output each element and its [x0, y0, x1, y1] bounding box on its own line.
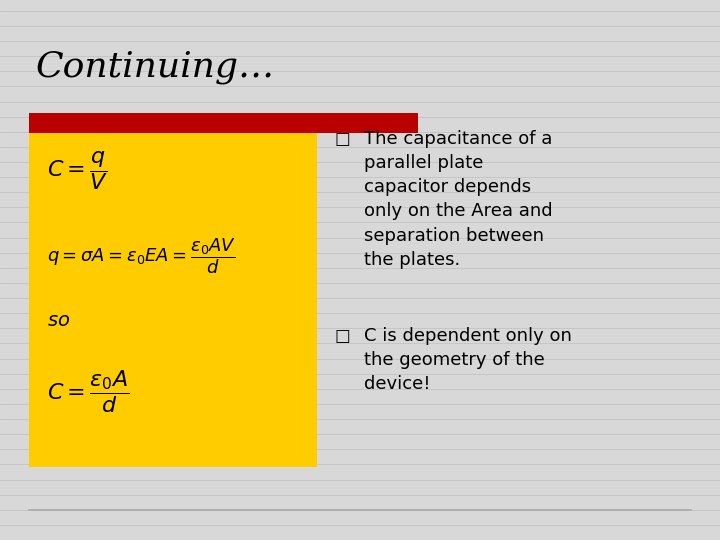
Text: □: □ [335, 327, 351, 345]
Bar [29, 130, 317, 467]
Text: C is dependent only on
the geometry of the
device!: C is dependent only on the geometry of t… [364, 327, 572, 393]
Text: $C = \dfrac{\varepsilon_0 A}{d}$: $C = \dfrac{\varepsilon_0 A}{d}$ [47, 368, 130, 415]
Text: Continuing…: Continuing… [36, 51, 275, 84]
Text: $so$: $so$ [47, 312, 70, 330]
Bar [29, 113, 418, 133]
Text: □: □ [335, 130, 351, 147]
Text: $q = \sigma A = \varepsilon_0 EA = \dfrac{\varepsilon_0 AV}{d}$: $q = \sigma A = \varepsilon_0 EA = \dfra… [47, 237, 236, 276]
Text: $C = \dfrac{q}{V}$: $C = \dfrac{q}{V}$ [47, 148, 108, 192]
Text: The capacitance of a
parallel plate
capacitor depends
only on the Area and
separ: The capacitance of a parallel plate capa… [364, 130, 552, 269]
